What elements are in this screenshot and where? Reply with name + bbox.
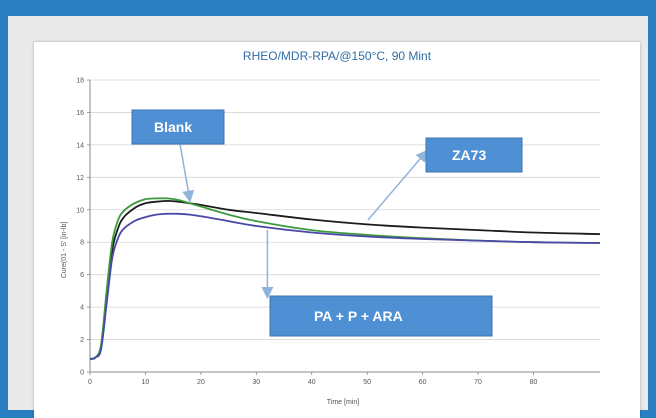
x-tick-label: 60 — [419, 379, 427, 386]
y-tick-label: 2 — [80, 337, 84, 344]
annotation-za73-label: ZA73 — [452, 147, 486, 163]
x-tick-label: 70 — [474, 379, 482, 386]
x-tick-label: 0 — [88, 379, 92, 386]
x-tick-label: 40 — [308, 379, 316, 386]
annotation-pa-p-ara-box — [269, 295, 493, 337]
series-lines — [89, 197, 601, 360]
annotation-arrow — [179, 143, 195, 203]
series-line-purple — [89, 212, 601, 360]
x-tick-label: 80 — [530, 379, 538, 386]
axes — [87, 79, 600, 375]
y-axis-label: Cure(01 - S' [in-lb] — [61, 222, 68, 279]
annotation-blank-box — [131, 109, 225, 145]
x-axis-label: Time [min] — [327, 399, 359, 406]
annotation-za73-box — [425, 137, 523, 173]
annotation-pa-p-ara-label: PA + P + ARA — [314, 308, 403, 324]
y-tick-label: 8 — [80, 240, 84, 247]
annotations: Blank ZA73 PA + P + ARA — [131, 109, 523, 337]
x-tick-labels: 0 10 20 30 40 50 60 70 80 — [88, 379, 537, 386]
x-tick-label: 30 — [252, 379, 260, 386]
annotation-arrow — [367, 149, 428, 221]
content-panel: RHEO/MDR-RPA/@150°C, 90 Mint 0 2 4 6 8 10 12 14… — [8, 16, 648, 418]
grid-lines — [90, 79, 600, 340]
y-tick-label: 18 — [76, 78, 84, 85]
x-tick-label: 50 — [363, 379, 371, 386]
y-tick-labels: 0 2 4 6 8 10 12 14 16 18 — [76, 78, 84, 377]
x-tick-label: 10 — [142, 379, 150, 386]
y-tick-label: 10 — [76, 207, 84, 214]
series-line-green — [89, 197, 601, 360]
cure-curve-chart: RHEO/MDR-RPA/@150°C, 90 Mint 0 2 4 6 8 10 12 14… — [61, 49, 601, 406]
y-tick-label: 16 — [76, 110, 84, 117]
y-tick-label: 0 — [80, 370, 84, 377]
chart-title: RHEO/MDR-RPA/@150°C, 90 Mint — [243, 49, 432, 63]
y-tick-label: 4 — [80, 305, 84, 312]
y-tick-label: 14 — [76, 142, 84, 149]
x-tick-label: 20 — [197, 379, 205, 386]
annotation-blank-label: Blank — [154, 119, 192, 135]
y-tick-label: 12 — [76, 175, 84, 182]
chart-card: RHEO/MDR-RPA/@150°C, 90 Mint 0 2 4 6 8 10 12 14… — [34, 42, 640, 418]
y-tick-label: 6 — [80, 272, 84, 279]
